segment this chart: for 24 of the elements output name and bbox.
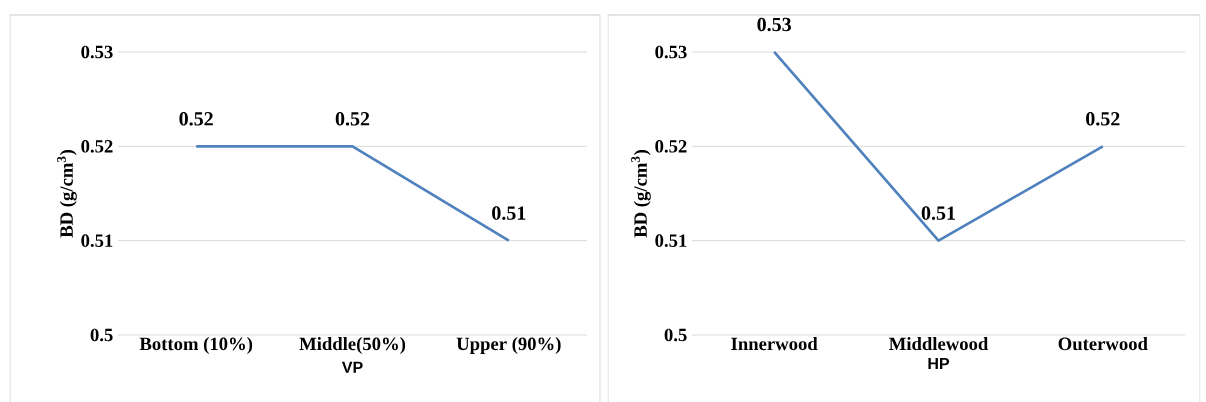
data-label: 0.51 xyxy=(492,206,526,220)
y-tick-label: 0.5 xyxy=(90,328,113,342)
y-tick-label: 0.5 xyxy=(664,328,687,342)
y-tick-label: 0.53 xyxy=(81,45,113,59)
x-tick-label: Middle(50%) xyxy=(299,337,406,354)
data-label: 0.51 xyxy=(921,206,955,220)
x-tick-label: Middlewood xyxy=(889,337,989,351)
x-tick-label: Innerwood xyxy=(731,337,818,351)
y-axis-title: BD (g/cm$^{3}$) xyxy=(57,150,77,238)
data-label: 0.53 xyxy=(757,17,791,32)
data-label: 0.52 xyxy=(335,112,370,126)
x-tick-label: Bottom (10%) xyxy=(139,337,253,354)
y-axis-title: BD (g/cm$^{3}$) xyxy=(631,150,651,238)
x-axis-title: VP xyxy=(341,361,363,373)
y-tick-label: 0.51 xyxy=(655,234,687,247)
x-tick-label: Upper (90%) xyxy=(456,337,561,354)
y-tick-label: 0.51 xyxy=(81,234,113,247)
y-tick-label: 0.53 xyxy=(655,45,687,59)
data-label: 0.52 xyxy=(179,112,213,126)
x-axis-title: HP xyxy=(928,358,950,370)
y-tick-label: 0.52 xyxy=(655,139,687,153)
data-label: 0.52 xyxy=(1086,112,1120,126)
y-tick-label: 0.52 xyxy=(81,139,113,153)
x-tick-label: Outerwood xyxy=(1058,337,1148,351)
